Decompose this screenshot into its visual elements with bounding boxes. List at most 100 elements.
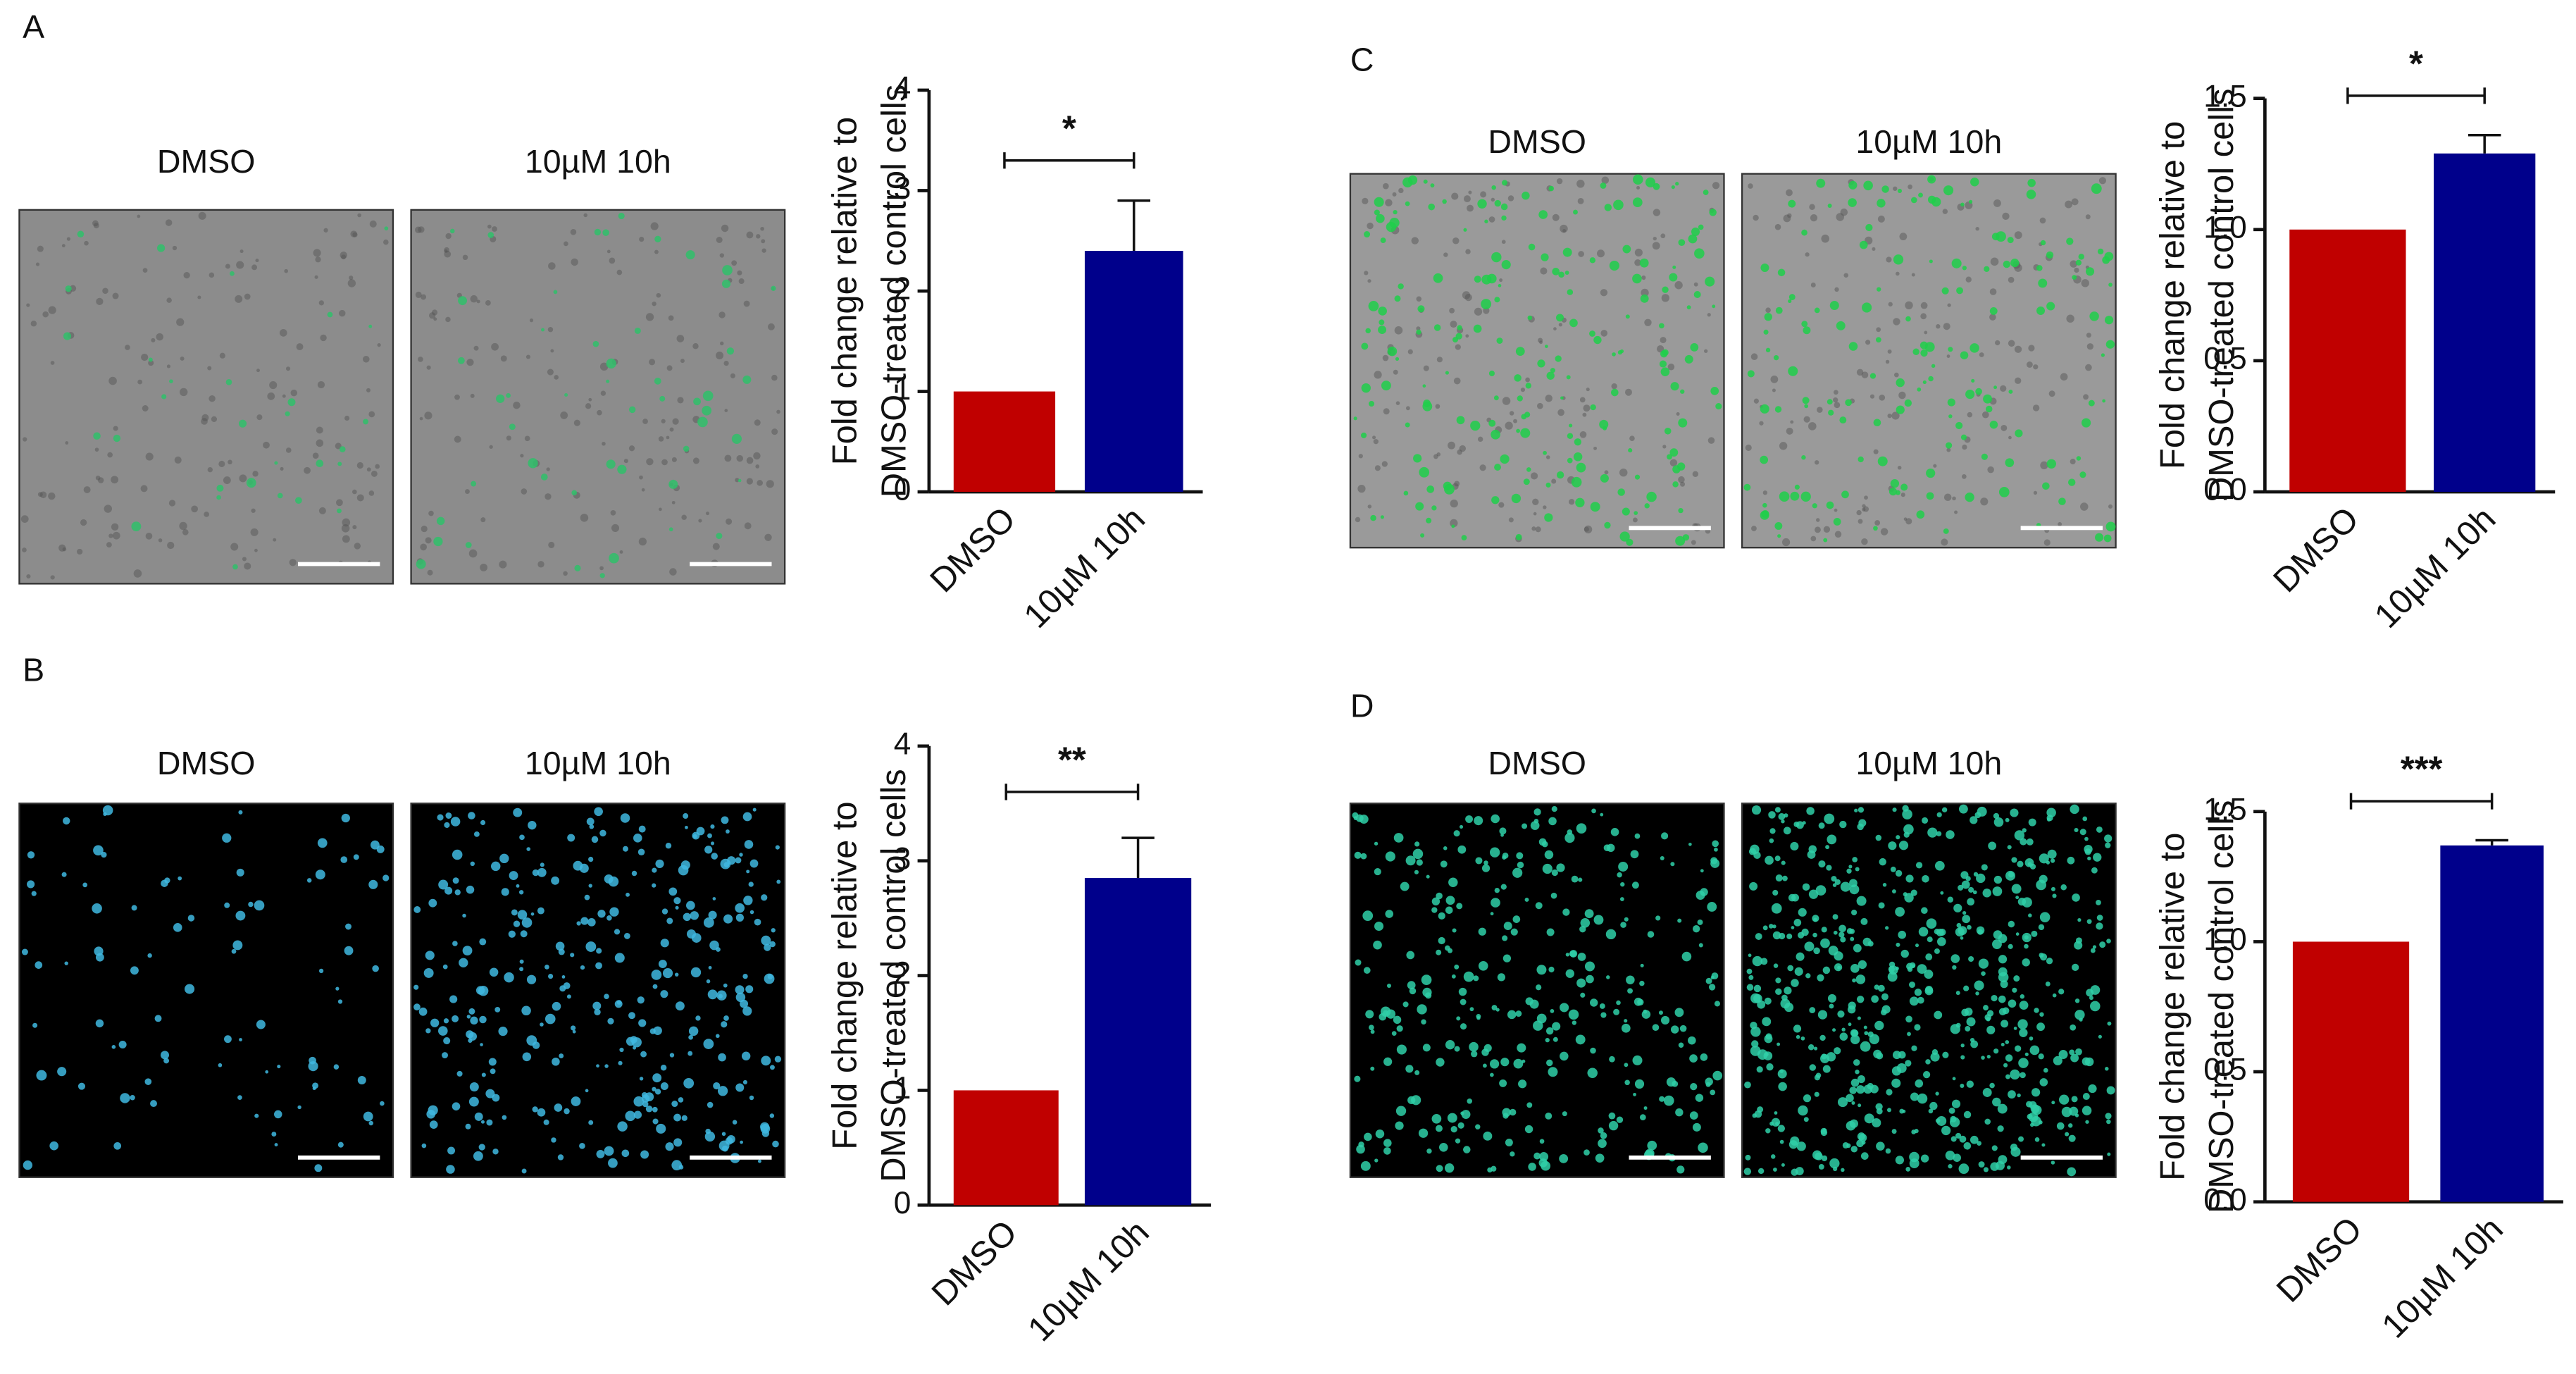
cell [2010, 808, 2019, 817]
cell [1425, 992, 1432, 999]
cell [1920, 1154, 1929, 1163]
cell [1450, 1125, 1457, 1133]
cell [761, 1129, 770, 1137]
cell-shadow [723, 360, 729, 366]
cells [1743, 804, 2115, 1177]
cell [1788, 366, 1798, 376]
cell-shadow [1947, 303, 1951, 307]
cell [559, 1053, 564, 1058]
cell [1573, 209, 1578, 215]
cell-shadow [1358, 454, 1363, 459]
cell-shadow [251, 264, 258, 271]
cell [2011, 857, 2017, 863]
cell [771, 928, 776, 933]
cell [508, 930, 516, 938]
cell [1854, 808, 1858, 812]
cell [1984, 266, 1990, 273]
cell-shadow [1357, 485, 1366, 493]
cell [1960, 351, 1969, 359]
cell [1813, 947, 1820, 955]
cell [640, 1051, 647, 1058]
cell-shadow [2014, 231, 2022, 240]
cell-shadow [1367, 505, 1372, 509]
cell [1804, 941, 1815, 952]
cell [558, 948, 565, 955]
cell [475, 986, 485, 995]
cell [1876, 1052, 1884, 1060]
cell [1905, 1060, 1912, 1067]
cell [1907, 1032, 1911, 1036]
cell [628, 406, 636, 414]
cell [1818, 860, 1826, 868]
cell [1630, 850, 1639, 859]
cell-shadow [219, 352, 225, 359]
cell-shadow [1556, 178, 1563, 185]
cell [521, 1005, 531, 1016]
cell [2069, 1049, 2075, 1056]
cell [1881, 993, 1889, 1001]
cell-shadow [1450, 519, 1458, 528]
cell [1929, 259, 1933, 264]
cell [2107, 1152, 2111, 1156]
cell [1962, 266, 1967, 271]
cell [1677, 918, 1682, 923]
cell [1989, 420, 1998, 429]
cell [1488, 419, 1496, 427]
cell-shadow [209, 272, 215, 278]
cell-shadow [1893, 186, 1898, 191]
cell [1778, 813, 1786, 820]
cell [1771, 1154, 1776, 1159]
cell [413, 906, 421, 913]
cell [1355, 959, 1362, 966]
cell [693, 397, 701, 406]
cell [473, 831, 480, 837]
cell [1772, 924, 1777, 929]
y-axis-label: Fold change relative to [2153, 833, 2191, 1181]
cell-shadow [529, 318, 534, 323]
cell-shadow [269, 380, 278, 390]
cell-shadow [1900, 493, 1905, 497]
cell [1860, 1152, 1869, 1161]
cell [1491, 1165, 1497, 1172]
cell-shadow [776, 409, 780, 414]
cell [2001, 1020, 2009, 1028]
cell [2082, 1106, 2092, 1115]
cell [591, 836, 599, 843]
cell [256, 1020, 266, 1029]
cell [438, 879, 449, 890]
cell [363, 419, 369, 425]
cell-shadow [606, 249, 611, 254]
cell-shadow [197, 295, 201, 299]
cell [1420, 533, 1425, 538]
cell [749, 1095, 754, 1101]
cell-shadow [1660, 337, 1667, 344]
cell [1849, 929, 1855, 934]
cell [1552, 1022, 1561, 1031]
cell [652, 867, 657, 873]
cell [232, 940, 243, 951]
cell [2046, 302, 2055, 311]
cell-shadow [1641, 276, 1646, 280]
cell-shadow [454, 394, 460, 400]
cell [2020, 1072, 2026, 1079]
cell-shadow [712, 543, 720, 550]
cell [1544, 850, 1554, 860]
cell [368, 1120, 374, 1126]
cell-shadow [646, 458, 654, 466]
cell-shadow [454, 435, 461, 443]
cell [1374, 1158, 1379, 1163]
cell [1671, 185, 1675, 190]
cell [1898, 841, 1909, 850]
cell-shadow [183, 271, 190, 279]
cell-shadow [1551, 478, 1557, 484]
cell [1675, 1108, 1684, 1117]
cell [1431, 907, 1438, 913]
cell [1672, 465, 1681, 474]
cell [368, 324, 373, 328]
cell [1550, 1009, 1555, 1013]
cell [1692, 1122, 1701, 1132]
cell-shadow [368, 411, 375, 418]
cell-shadow [61, 244, 66, 248]
cell [1378, 307, 1387, 316]
cell [1963, 1141, 1972, 1150]
